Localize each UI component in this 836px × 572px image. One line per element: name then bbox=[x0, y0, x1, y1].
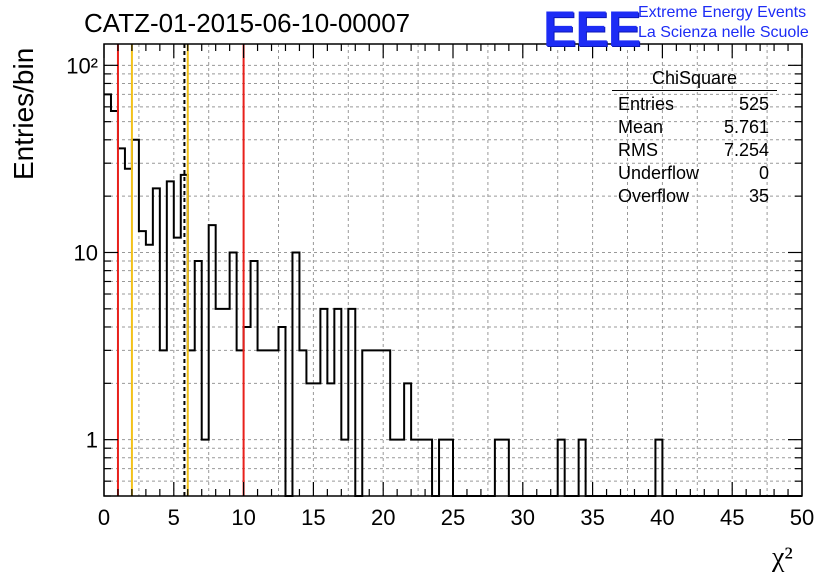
x-tick-label: 15 bbox=[301, 505, 325, 530]
x-tick-label: 25 bbox=[441, 505, 465, 530]
stats-row-rms: RMS 7.254 bbox=[618, 140, 769, 160]
x-tick-label: 0 bbox=[98, 505, 110, 530]
x-tick-label: 20 bbox=[371, 505, 395, 530]
axes: 0 5 10 15 20 25 30 35 40 45 50 1 10 10² bbox=[66, 44, 814, 530]
stats-box: ChiSquare Entries 525 Mean 5.761 RMS 7.254 … bbox=[612, 68, 777, 209]
x-tick-label: 30 bbox=[511, 505, 535, 530]
x-tick-label: 5 bbox=[168, 505, 180, 530]
y-tick-label: 1 bbox=[86, 428, 98, 453]
stats-row-entries: Entries 525 bbox=[618, 94, 769, 114]
org-line-2: La Scienza nelle Scuole bbox=[638, 24, 809, 41]
org-line-1: Extreme Energy Events bbox=[638, 4, 807, 21]
x-tick-label: 35 bbox=[580, 505, 604, 530]
eee-logo: EEE bbox=[543, 1, 641, 57]
x-tick-label: 40 bbox=[650, 505, 674, 530]
x-tick-label: 45 bbox=[720, 505, 744, 530]
stats-row-mean: Mean 5.761 bbox=[618, 117, 769, 137]
org-name: Extreme Energy Events La Scienza nelle S… bbox=[638, 3, 809, 43]
x-tick-label: 50 bbox=[790, 505, 814, 530]
chart-title: CATZ-01-2015-06-10-00007 bbox=[84, 8, 411, 38]
x-tick-label: 10 bbox=[231, 505, 255, 530]
reference-lines bbox=[116, 44, 245, 496]
stats-row-overflow: Overflow 35 bbox=[618, 186, 769, 206]
y-tick-label: 10² bbox=[66, 53, 98, 78]
stats-title: ChiSquare bbox=[612, 68, 777, 91]
x-axis-label: χ² bbox=[771, 542, 793, 572]
y-axis-label: Entries/bin bbox=[8, 47, 39, 180]
y-tick-label: 10 bbox=[74, 240, 98, 265]
stats-row-underflow: Underflow 0 bbox=[618, 163, 769, 183]
